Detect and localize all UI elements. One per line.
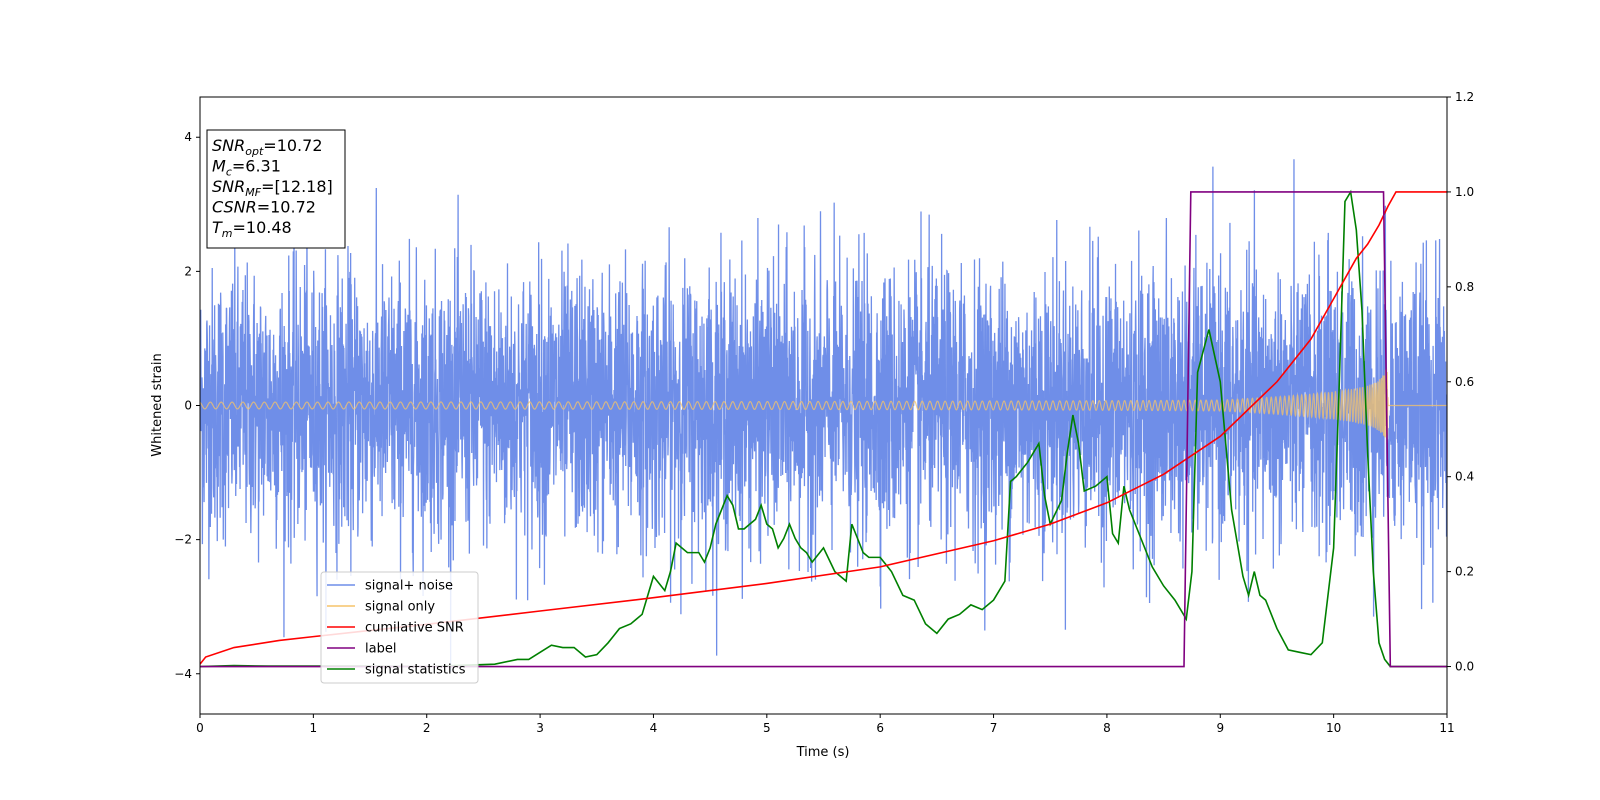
x-tick-label: 7 [990, 721, 998, 735]
x-tick-label: 11 [1439, 721, 1454, 735]
series-signal-noise [200, 159, 1447, 672]
left-y-axis: −4 −2 0 2 4 [174, 130, 200, 681]
x-tick-label: 1 [310, 721, 318, 735]
legend-label: label [365, 642, 396, 657]
stats-line: Mc=6.31 [212, 157, 281, 179]
series-signal-only [200, 368, 1447, 443]
y-right-tick-label: 0.8 [1455, 280, 1474, 294]
x-tick-label: 0 [196, 721, 204, 735]
stats-line: SNRMF=[12.18] [212, 177, 333, 199]
stats-box: SNRopt=10.72Mc=6.31SNRMF=[12.18]CSNR=10.… [206, 129, 346, 249]
legend-label: signal only [365, 600, 435, 615]
legend: signal+ noise signal only cumilative SNR la… [320, 571, 479, 684]
x-tick-label: 6 [876, 721, 884, 735]
y-right-tick-label: 1.0 [1455, 185, 1474, 199]
right-y-axis: 0.0 0.2 0.4 0.6 0.8 1.0 1.2 [1447, 90, 1474, 674]
y-left-tick-label: 2 [184, 264, 192, 278]
x-tick-label: 10 [1326, 721, 1341, 735]
left-y-axis-title: Whitened strain [150, 353, 165, 456]
y-right-tick-label: 0.0 [1455, 660, 1474, 674]
signal-statistics-line [200, 189, 1447, 668]
x-tick-label: 2 [423, 721, 431, 735]
legend-label: signal+ noise [365, 579, 453, 594]
y-right-tick-label: 0.2 [1455, 565, 1474, 579]
y-right-tick-label: 0.4 [1455, 470, 1474, 484]
y-right-tick-label: 0.6 [1455, 375, 1474, 389]
x-axis-title: Time (s) [796, 745, 850, 760]
x-tick-label: 3 [536, 721, 544, 735]
signal-only-line [200, 368, 1447, 443]
y-left-tick-label: 0 [184, 399, 192, 413]
label-line [200, 191, 1447, 668]
stats-line: Tm=10.48 [212, 218, 292, 240]
y-left-tick-label: −4 [174, 667, 192, 681]
y-left-tick-label: −2 [174, 533, 192, 547]
y-right-tick-label: 1.2 [1455, 90, 1474, 104]
x-axis: 0 1 2 3 4 5 6 7 8 9 10 11 [196, 714, 1455, 735]
x-tick-label: 9 [1216, 721, 1224, 735]
cumulative-snr-line [200, 191, 1447, 665]
stats-line: SNRopt=10.72 [212, 136, 323, 158]
stats-line: CSNR=10.72 [212, 198, 316, 217]
legend-frame [320, 571, 479, 684]
y-left-tick-label: 4 [184, 130, 192, 144]
x-tick-label: 8 [1103, 721, 1111, 735]
x-tick-label: 5 [763, 721, 771, 735]
stats-box-frame [206, 129, 346, 249]
x-tick-label: 4 [650, 721, 658, 735]
legend-label: signal statistics [365, 663, 466, 678]
signal-noise-line [200, 159, 1447, 672]
legend-label: cumilative SNR [365, 621, 464, 636]
